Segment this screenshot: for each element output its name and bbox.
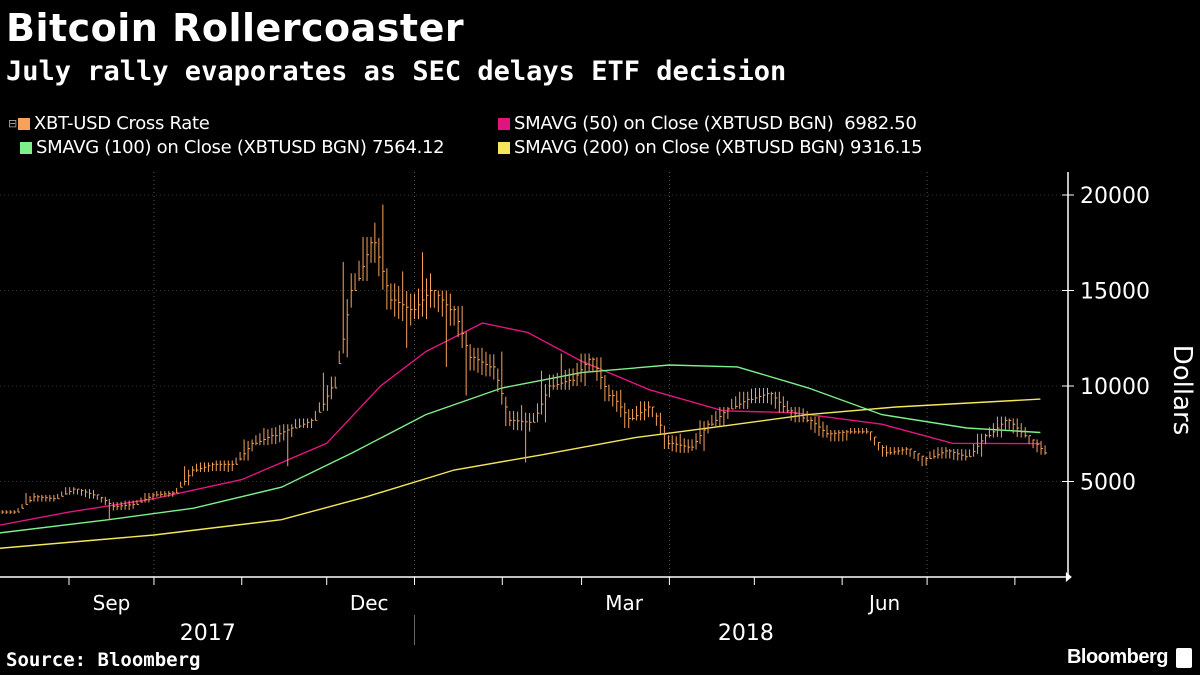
chart-title: Bitcoin Rollercoaster: [6, 6, 465, 50]
legend-swatch: [20, 141, 32, 154]
x-axis-arrow: [1065, 572, 1072, 582]
sma-line-200: [0, 398, 1041, 549]
source-note: Source: Bloomberg: [6, 649, 201, 671]
bloomberg-logo: Bloomberg: [1066, 646, 1169, 668]
legend-label: SMAVG (100) on Close (XBTUSD BGN) 7564.1…: [36, 137, 445, 158]
legend-swatch: [17, 117, 30, 130]
sma-line-50: [0, 322, 1041, 526]
year-label: 2018: [718, 621, 774, 646]
legend-label: XBT-USD Cross Rate: [33, 113, 210, 134]
legend-item-sma100: SMAVG (100) on Close (XBTUSD BGN) 7564.1…: [20, 137, 445, 158]
bloomberg-logo-icon: [1176, 648, 1192, 668]
x-tick-label: Mar: [605, 591, 644, 615]
legend-swatch: [498, 141, 510, 154]
y-tick-label: 20000: [1080, 184, 1150, 209]
x-tick-label: Dec: [350, 591, 389, 615]
year-label: 2017: [180, 621, 236, 646]
legend-item-sma200: SMAVG (200) on Close (XBTUSD BGN) 9316.1…: [498, 137, 923, 158]
sma-line-100: [0, 364, 1041, 534]
y-axis-label: Dollars: [1167, 344, 1197, 436]
y-tick-label: 15000: [1080, 280, 1150, 305]
legend-label: SMAVG (200) on Close (XBTUSD BGN) 9316.1…: [514, 137, 923, 158]
y-tick-label: 10000: [1080, 375, 1150, 400]
legend-swatch: [498, 117, 510, 130]
x-tick-label: Jun: [867, 591, 900, 615]
chart-subtitle: July rally evaporates as SEC delays ETF …: [6, 56, 787, 87]
legend-item-price: ⊟ XBT-USD Cross Rate: [8, 113, 210, 134]
x-tick-label: Sep: [93, 591, 131, 615]
y-tick-label: 5000: [1080, 471, 1136, 496]
legend-label: SMAVG (50) on Close (XBTUSD BGN) 6982.50: [514, 113, 917, 134]
legend-item-sma50: SMAVG (50) on Close (XBTUSD BGN) 6982.50: [498, 113, 917, 134]
collapse-icon: ⊟: [8, 117, 17, 130]
